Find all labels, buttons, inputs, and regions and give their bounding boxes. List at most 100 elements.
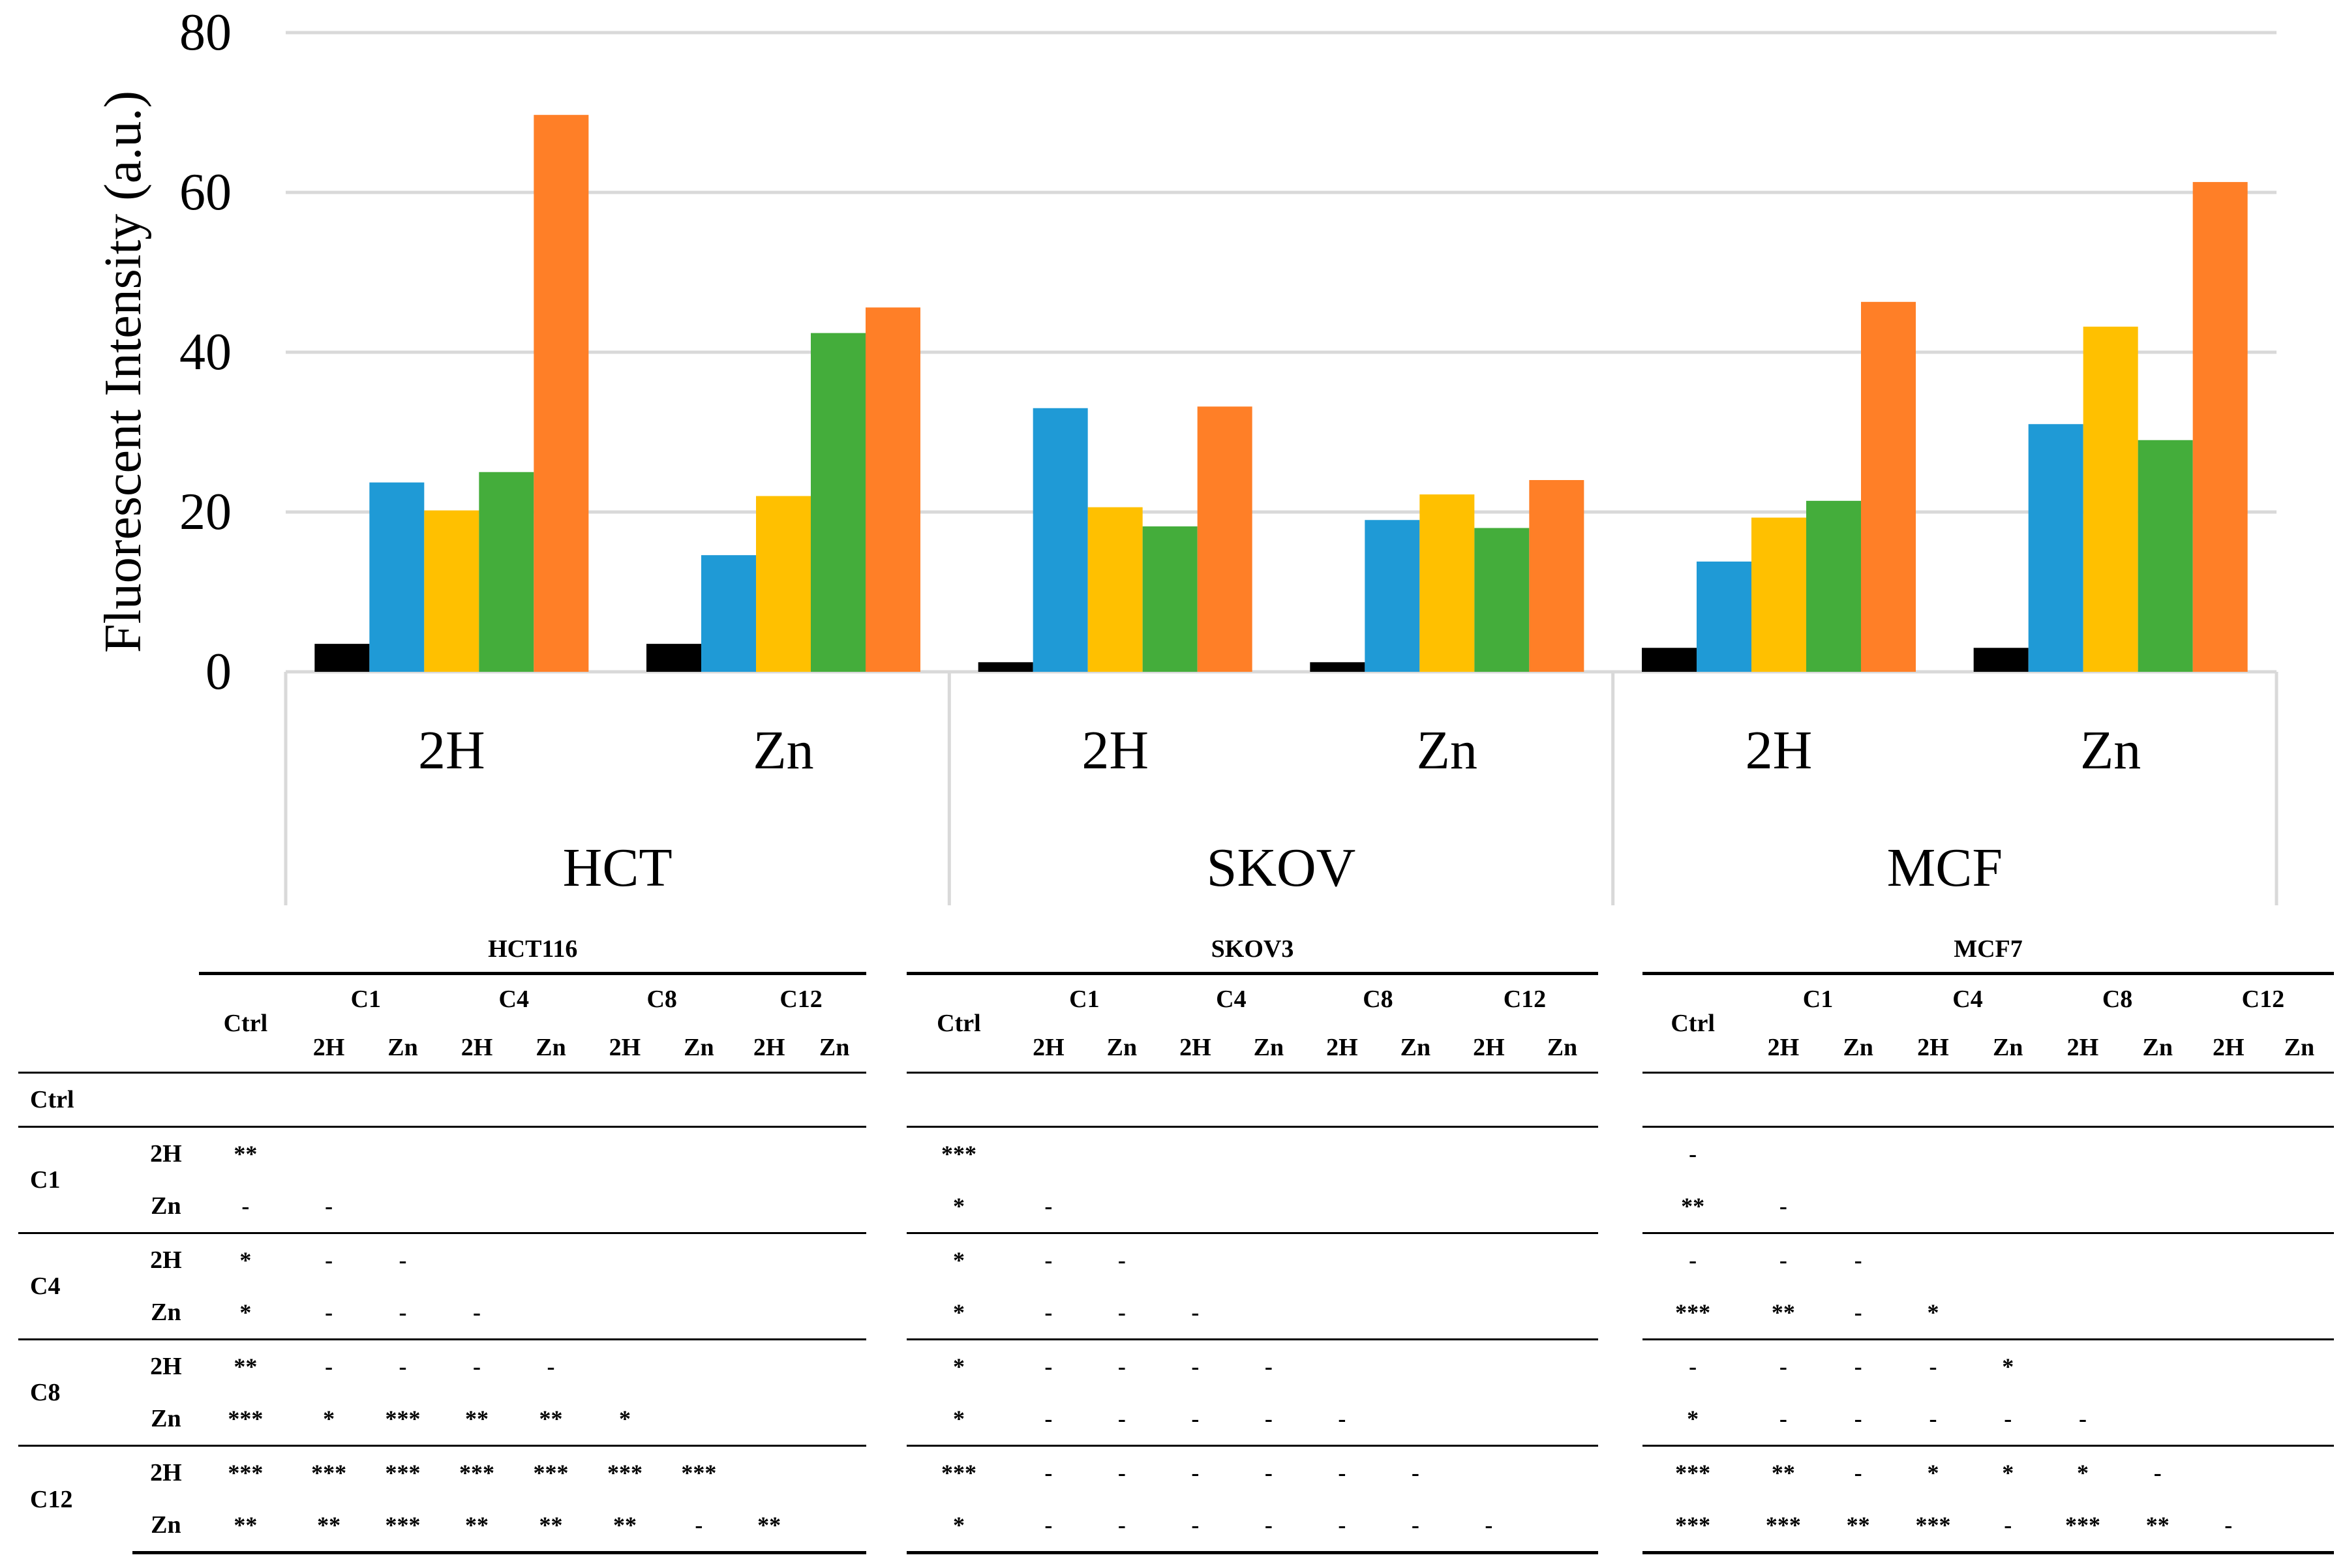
table-cell xyxy=(802,1072,866,1127)
significance-table-mcf7: MCF7 Ctrl C1 C4 C8 C12 2H Zn 2H Zn 2H Zn 2H Zn - ** - - - -… xyxy=(1642,926,2334,1554)
table-cell xyxy=(802,1126,866,1180)
y-tick-label: 80 xyxy=(179,4,232,61)
bars xyxy=(314,115,2248,672)
table-cell xyxy=(1892,1232,1974,1286)
bar-c4 xyxy=(424,510,479,672)
table-cell: Zn xyxy=(2142,1034,2173,1061)
table-cell xyxy=(588,1180,661,1233)
table-cell: *** xyxy=(1892,1499,1974,1554)
table-cell xyxy=(1451,1286,1526,1340)
table-cell: C8 xyxy=(588,972,736,1023)
table-cell xyxy=(1526,1499,1598,1554)
table-cell: - xyxy=(513,1338,588,1393)
table-cell: Ctrl xyxy=(18,1072,200,1127)
table-cell: ** xyxy=(1681,1193,1705,1219)
table-cell: 2H xyxy=(461,1034,493,1061)
table-cell: - xyxy=(1379,1445,1451,1499)
table-cell: - xyxy=(1854,1299,1862,1325)
table-cell xyxy=(1157,1126,1233,1180)
table-cell: C12 xyxy=(1451,972,1598,1023)
table-cell xyxy=(2042,1286,2123,1340)
table-cell xyxy=(1526,1338,1598,1393)
table-title: SKOV3 xyxy=(1211,935,1294,963)
table-cell: 2H xyxy=(132,1445,200,1499)
table-cell xyxy=(662,1180,736,1233)
table-cell xyxy=(736,1338,803,1393)
table-cell: Zn xyxy=(151,1405,181,1432)
table-cell xyxy=(1305,1286,1380,1340)
table-cell xyxy=(802,1499,866,1554)
table-cell xyxy=(736,1232,803,1286)
table-cell: - xyxy=(1642,1126,1744,1180)
table-cell xyxy=(440,1180,513,1233)
table-cell: C8 xyxy=(2042,972,2192,1023)
bar-c12 xyxy=(1197,406,1252,672)
table-cell: Zn xyxy=(1843,1034,1873,1061)
table-cell xyxy=(2192,1126,2265,1180)
table-cell xyxy=(2042,1180,2123,1233)
bar-c4 xyxy=(1419,494,1475,672)
table-cell xyxy=(736,1126,803,1180)
table-cell: Zn xyxy=(387,1034,418,1061)
table-cell xyxy=(1451,1393,1526,1446)
table-cell xyxy=(661,1072,736,1127)
table-cell: - xyxy=(1044,1299,1053,1325)
table-cell xyxy=(661,1338,736,1393)
table-cell: 2H xyxy=(1767,1034,1800,1061)
table-cell xyxy=(1085,1072,1158,1127)
bar-c8 xyxy=(479,472,534,672)
table-cell: * xyxy=(1973,1338,2043,1393)
table-cell xyxy=(661,1126,736,1180)
bar-c1 xyxy=(1365,520,1420,672)
table-cell: - xyxy=(2078,1406,2087,1432)
table-cell: - xyxy=(1823,1445,1893,1499)
table-cell xyxy=(1010,1126,1086,1180)
table-cell: ** xyxy=(539,1406,563,1432)
table-cell: - xyxy=(1157,1445,1233,1499)
table-cell xyxy=(2123,1286,2192,1340)
table-cell xyxy=(1743,1126,1824,1180)
table-cell: * xyxy=(952,1299,965,1325)
table-cell xyxy=(1010,1072,1086,1127)
table-cell: ** xyxy=(1823,1499,1893,1554)
table-cell: - xyxy=(325,1193,333,1219)
table-cell: - xyxy=(1232,1499,1305,1554)
table-cell xyxy=(1892,1072,1974,1127)
table-cell xyxy=(513,1232,588,1286)
table-cell: 2H xyxy=(1473,1034,1505,1061)
table-cell xyxy=(513,1126,588,1180)
table-cell xyxy=(1305,1180,1380,1233)
table-cell xyxy=(662,1286,736,1340)
table-cell: Zn xyxy=(1253,1034,1284,1061)
table-cell xyxy=(2192,1338,2265,1393)
significance-table-hct116: HCT116 Ctrl C1 C4 C8 C12 2H Zn 2H Zn 2H Zn 2H Zn Ctrl C… xyxy=(18,926,866,1554)
table-cell: *** xyxy=(1675,1299,1711,1325)
table-cell: - xyxy=(1854,1406,1862,1432)
table-cell xyxy=(1973,1072,2043,1127)
table-cell xyxy=(1232,1126,1305,1180)
table-cell xyxy=(802,1338,866,1393)
table-cell: *** xyxy=(292,1445,366,1499)
table-cell xyxy=(1304,1338,1380,1393)
axes: 0 20 40 60 80 2H Zn 2H Zn 2H Zn HCT SKOV MCF xyxy=(179,4,2278,905)
table-cell: C1 xyxy=(18,1126,133,1233)
table-cell xyxy=(2264,1232,2334,1286)
table-cell xyxy=(2123,1180,2192,1233)
bar-ctrl xyxy=(978,662,1033,672)
table-cell xyxy=(440,1072,514,1127)
table-cell: * xyxy=(323,1406,335,1432)
table-cell xyxy=(2192,1286,2265,1340)
table-cell: Ctrl xyxy=(199,972,292,1073)
table-cell: ** xyxy=(1743,1445,1824,1499)
table-cell: - xyxy=(1642,1338,1744,1393)
table-cell: - xyxy=(1379,1499,1451,1554)
table-cell xyxy=(1973,1286,2042,1340)
table-cell: - xyxy=(2123,1445,2192,1499)
table-cell: ** xyxy=(588,1499,662,1554)
table-cell: - xyxy=(1743,1338,1824,1393)
table-cell: - xyxy=(1117,1406,1126,1432)
table-cell xyxy=(1232,1072,1305,1127)
bar-c4 xyxy=(756,496,811,672)
table-cell: *** xyxy=(440,1445,514,1499)
bar-c8 xyxy=(811,333,866,672)
